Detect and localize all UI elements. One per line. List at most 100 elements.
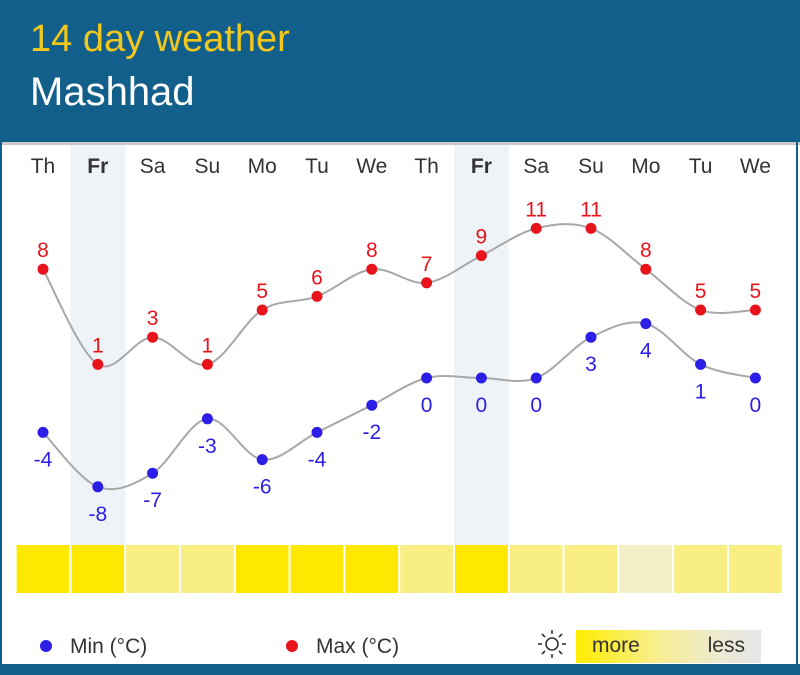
max-temperature-point — [92, 358, 104, 370]
sunshine-cell — [126, 545, 179, 593]
max-temperature-point — [585, 222, 597, 234]
sunshine-less-label: less — [707, 634, 745, 657]
min-temperature-point — [475, 372, 487, 384]
min-temperature-label: -2 — [362, 421, 381, 444]
min-temperature-label: 0 — [421, 394, 433, 417]
weekend-band — [70, 145, 126, 545]
min-temperature-point — [366, 399, 378, 411]
sunshine-more-label: more — [592, 634, 640, 657]
min-temperature-point — [201, 413, 213, 425]
day-label: Fr — [471, 155, 492, 178]
day-label: Tu — [305, 155, 329, 178]
max-temperature-point — [421, 277, 433, 289]
max-temperature-point — [366, 263, 378, 275]
sunshine-cell — [181, 545, 234, 593]
min-temperature-point — [749, 372, 761, 384]
city-name: Mashhad — [30, 70, 195, 114]
max-legend-dot — [286, 640, 298, 652]
min-temperature-point — [147, 467, 159, 479]
day-label: We — [356, 155, 387, 178]
max-temperature-point — [695, 304, 707, 316]
min-temperature-label: -6 — [253, 476, 272, 499]
min-temperature-label: -8 — [88, 503, 107, 526]
max-temperature-label: 11 — [525, 198, 547, 221]
day-label: We — [740, 155, 771, 178]
min-temperature-label: -7 — [143, 489, 162, 512]
min-temperature-point — [695, 358, 707, 370]
max-temperature-label: 9 — [476, 226, 488, 249]
min-temperature-point — [37, 426, 49, 438]
max-temperature-point — [640, 263, 652, 275]
min-temperature-label: 0 — [530, 394, 542, 417]
header: 14 day weather Mashhad — [0, 0, 800, 142]
header-divider — [0, 142, 800, 145]
sunshine-cell — [345, 545, 399, 593]
sunshine-cell — [729, 545, 782, 593]
sunshine-cell — [290, 545, 344, 593]
min-temperature-point — [421, 372, 433, 384]
sun-icon — [538, 630, 566, 658]
min-temperature-label: 4 — [640, 340, 652, 363]
legend: Min (°C) Max (°C) more less — [0, 620, 800, 670]
max-temperature-label: 3 — [147, 307, 159, 330]
max-temperature-label: 6 — [311, 266, 323, 289]
max-temperature-label: 8 — [37, 239, 49, 262]
max-temperature-point — [201, 358, 213, 370]
sunshine-cell — [235, 545, 289, 593]
sunshine-cell — [564, 545, 618, 593]
day-label: Tu — [689, 155, 713, 178]
min-legend-dot — [40, 640, 52, 652]
day-label: Th — [414, 155, 439, 178]
max-temperature-label: 5 — [750, 280, 762, 303]
min-temperature-label: 3 — [585, 353, 597, 376]
sunshine-cell — [619, 545, 673, 593]
min-temperature-label: 0 — [476, 394, 488, 417]
min-temperature-point — [530, 372, 542, 384]
min-temperature-label: -4 — [308, 448, 327, 471]
day-label: Sa — [140, 155, 166, 178]
sunshine-cell — [400, 545, 453, 593]
day-label: Mo — [631, 155, 660, 178]
min-temperature-label: 1 — [695, 380, 707, 403]
min-temperature-point — [256, 454, 268, 466]
page-title: 14 day weather — [30, 18, 290, 60]
max-temperature-point — [147, 331, 159, 343]
sunshine-cell — [455, 545, 508, 593]
min-temperature-point — [640, 318, 652, 330]
min-temperature-point — [311, 426, 323, 438]
min-temperature-point — [585, 331, 597, 343]
sunshine-cell — [674, 545, 727, 593]
max-temperature-label: 1 — [202, 334, 214, 357]
min-temperature-label: -3 — [198, 435, 217, 458]
weekend-band — [454, 145, 509, 545]
sunshine-cell — [16, 545, 70, 593]
min-legend-label: Min (°C) — [70, 635, 148, 658]
day-label: Su — [195, 155, 221, 178]
max-temperature-point — [749, 304, 761, 316]
day-label: Su — [578, 155, 604, 178]
bottom-bar — [0, 664, 800, 675]
max-temperature-label: 1 — [92, 334, 104, 357]
max-temperature-label: 5 — [695, 280, 707, 303]
sunshine-cell — [71, 545, 125, 593]
sunshine-scale: more less — [576, 630, 761, 663]
day-label: Th — [31, 155, 56, 178]
day-label: Fr — [87, 155, 108, 178]
day-label: Sa — [523, 155, 549, 178]
sunshine-cell — [509, 545, 563, 593]
min-temperature-line — [42, 321, 756, 491]
min-temperature-point — [92, 481, 104, 493]
max-legend-label: Max (°C) — [316, 635, 400, 658]
max-temperature-point — [530, 222, 542, 234]
max-temperature-label: 8 — [366, 239, 378, 262]
max-temperature-point — [256, 304, 268, 316]
max-temperature-label: 11 — [580, 198, 602, 221]
max-temperature-label: 5 — [256, 280, 268, 303]
max-temperature-point — [37, 263, 49, 275]
max-temperature-label: 7 — [421, 253, 433, 276]
min-temperature-label: 0 — [750, 394, 762, 417]
max-temperature-label: 8 — [640, 239, 652, 262]
max-temperature-point — [475, 250, 487, 262]
max-temperature-point — [311, 290, 323, 302]
